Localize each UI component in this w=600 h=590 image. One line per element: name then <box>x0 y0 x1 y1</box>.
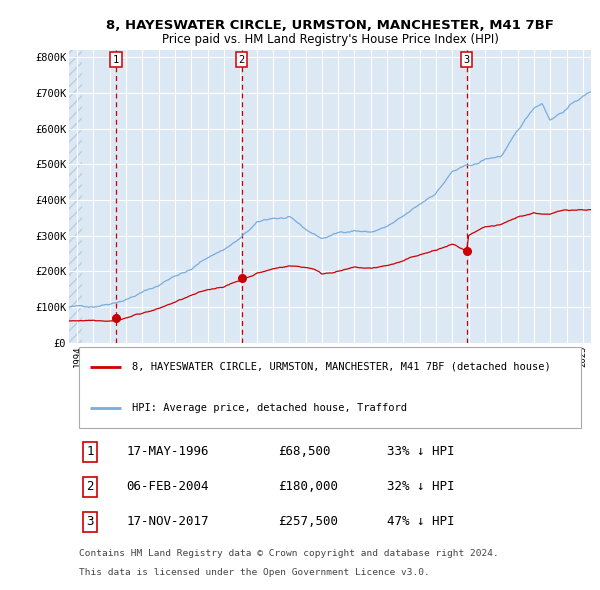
Text: 8, HAYESWATER CIRCLE, URMSTON, MANCHESTER, M41 7BF (detached house): 8, HAYESWATER CIRCLE, URMSTON, MANCHESTE… <box>131 362 550 372</box>
Text: £257,500: £257,500 <box>278 516 338 529</box>
Text: 2: 2 <box>239 54 245 64</box>
Text: 8, HAYESWATER CIRCLE, URMSTON, MANCHESTER, M41 7BF: 8, HAYESWATER CIRCLE, URMSTON, MANCHESTE… <box>106 19 554 32</box>
Text: £68,500: £68,500 <box>278 445 331 458</box>
Text: This data is licensed under the Open Government Licence v3.0.: This data is licensed under the Open Gov… <box>79 568 430 577</box>
Text: 47% ↓ HPI: 47% ↓ HPI <box>388 516 455 529</box>
Text: 17-NOV-2017: 17-NOV-2017 <box>127 516 209 529</box>
Text: 32% ↓ HPI: 32% ↓ HPI <box>388 480 455 493</box>
Bar <box>69 50 82 343</box>
Text: HPI: Average price, detached house, Trafford: HPI: Average price, detached house, Traf… <box>131 403 407 413</box>
Text: 3: 3 <box>86 516 94 529</box>
Text: 06-FEB-2004: 06-FEB-2004 <box>127 480 209 493</box>
Text: £180,000: £180,000 <box>278 480 338 493</box>
Text: 1: 1 <box>113 54 119 64</box>
Text: 3: 3 <box>464 54 470 64</box>
Text: 33% ↓ HPI: 33% ↓ HPI <box>388 445 455 458</box>
Text: 2: 2 <box>86 480 94 493</box>
Text: 17-MAY-1996: 17-MAY-1996 <box>127 445 209 458</box>
Text: Price paid vs. HM Land Registry's House Price Index (HPI): Price paid vs. HM Land Registry's House … <box>161 33 499 46</box>
FancyBboxPatch shape <box>79 347 581 428</box>
Text: 1: 1 <box>86 445 94 458</box>
Text: Contains HM Land Registry data © Crown copyright and database right 2024.: Contains HM Land Registry data © Crown c… <box>79 549 499 558</box>
